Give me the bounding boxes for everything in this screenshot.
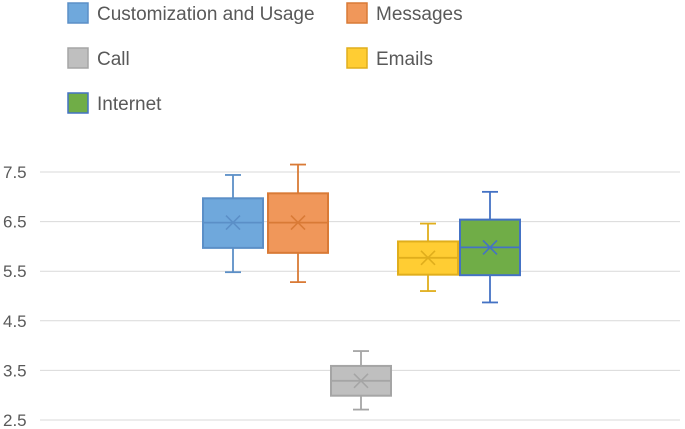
box-series bbox=[202, 174, 264, 274]
legend: Customization and Usage Messages Call Email… bbox=[67, 2, 463, 115]
y-tick-label: 4.5 bbox=[3, 312, 27, 331]
plot-area bbox=[202, 163, 521, 411]
legend-label: Call bbox=[97, 49, 130, 70]
mean-marker bbox=[482, 239, 498, 255]
mean-marker bbox=[225, 215, 241, 231]
legend-label: Emails bbox=[376, 49, 433, 70]
box-series bbox=[267, 163, 329, 284]
legend-swatch bbox=[67, 92, 89, 114]
box-series bbox=[459, 190, 521, 304]
mean-marker bbox=[290, 215, 306, 231]
legend-swatch bbox=[67, 47, 89, 69]
y-tick-label: 3.5 bbox=[3, 361, 27, 380]
legend-swatch bbox=[346, 2, 368, 24]
box-series bbox=[330, 350, 392, 411]
box-series bbox=[397, 222, 459, 292]
mean-marker bbox=[353, 373, 369, 389]
legend-item: Messages bbox=[346, 2, 463, 25]
legend-item: Customization and Usage bbox=[67, 2, 315, 25]
legend-label: Customization and Usage bbox=[97, 4, 315, 25]
legend-swatch bbox=[346, 47, 368, 69]
mean-marker bbox=[420, 250, 436, 266]
legend-label: Messages bbox=[376, 4, 463, 25]
y-tick-label: 5.5 bbox=[3, 262, 27, 281]
y-tick-label: 6.5 bbox=[3, 213, 27, 232]
y-tick-label: 7.5 bbox=[3, 163, 27, 182]
y-axis-ticks: 7.5 6.5 5.5 4.5 3.5 2.5 bbox=[3, 163, 27, 429]
legend-label: Internet bbox=[97, 94, 162, 115]
legend-swatch bbox=[67, 2, 89, 24]
y-tick-label: 2.5 bbox=[3, 411, 27, 429]
legend-item: Call bbox=[67, 47, 130, 70]
legend-item: Internet bbox=[67, 92, 162, 115]
legend-item: Emails bbox=[346, 47, 433, 70]
